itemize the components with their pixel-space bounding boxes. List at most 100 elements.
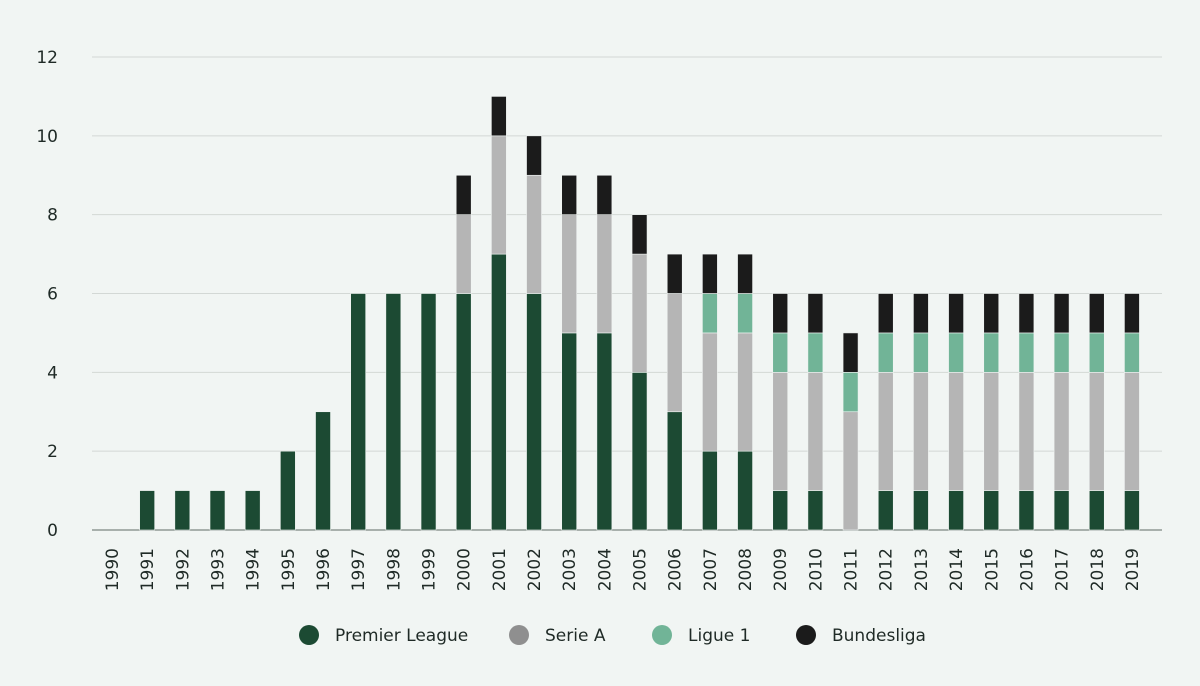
bar-segment-serie-a (491, 135, 507, 255)
bar-segment-premier-league (913, 490, 929, 531)
x-tick-label: 2000 (455, 548, 475, 591)
bar-segment-premier-league (1018, 490, 1035, 531)
bar-segment-premier-league (702, 450, 718, 531)
bar-segment-serie-a (1088, 372, 1105, 491)
bar-segment-bundesliga (737, 253, 753, 294)
bar-segment-premier-league (244, 490, 261, 531)
x-axis: 1990 1991 1992 1993 1994 1995 1996 1997 1998 1999… (103, 548, 1143, 591)
bar-segment-serie-a (913, 372, 929, 491)
x-tick-label: 2011 (842, 548, 862, 591)
bar-segment-serie-a (631, 253, 648, 373)
x-tick-label: 2005 (631, 548, 651, 591)
legend-marker (652, 625, 672, 645)
x-tick-label: 2010 (806, 548, 826, 591)
x-tick-label: 2007 (701, 548, 721, 591)
x-tick-label: 1995 (279, 548, 299, 591)
x-tick-label: 2012 (877, 548, 897, 591)
x-tick-label: 2013 (912, 548, 932, 591)
legend-marker (299, 625, 319, 645)
grid-lines (92, 56, 1162, 531)
bar-segment-premier-league (420, 293, 437, 531)
bar-segment-ligue-1 (1124, 332, 1140, 373)
bar-segment-ligue-1 (842, 372, 859, 413)
bar-segment-bundesliga (561, 174, 578, 215)
legend-marker (796, 625, 816, 645)
bar-segment-premier-league (561, 332, 578, 531)
y-tick-label: 0 (47, 521, 58, 541)
bar-segment-serie-a (561, 214, 578, 334)
bars (139, 96, 1140, 531)
x-tick-label: 2017 (1053, 548, 1073, 591)
bar-segment-bundesliga (1053, 293, 1070, 334)
bar-segment-serie-a (526, 174, 542, 294)
x-tick-label: 1999 (420, 548, 440, 591)
bar-segment-bundesliga (526, 135, 542, 176)
x-tick-label: 1997 (349, 548, 369, 591)
bar-segment-premier-league (807, 490, 824, 531)
y-tick-label: 6 (47, 285, 58, 305)
x-tick-label: 1992 (173, 548, 193, 591)
bar-segment-serie-a (1124, 372, 1140, 491)
bar-segment-premier-league (526, 293, 542, 531)
bar-segment-premier-league (737, 450, 753, 531)
bar-segment-premier-league (983, 490, 1000, 531)
bar-segment-ligue-1 (772, 332, 789, 373)
bar-segment-ligue-1 (948, 332, 964, 373)
bar-segment-bundesliga (596, 174, 613, 215)
bar-segment-premier-league (491, 253, 507, 531)
x-tick-label: 2014 (947, 548, 967, 591)
bar-segment-premier-league (1124, 490, 1140, 531)
bar-segment-premier-league (1088, 490, 1105, 531)
legend-label: Serie A (545, 626, 606, 646)
bar-segment-ligue-1 (1018, 332, 1035, 373)
bar-segment-ligue-1 (807, 332, 824, 373)
legend-label: Bundesliga (832, 626, 926, 646)
y-tick-label: 4 (47, 363, 58, 383)
bar-segment-ligue-1 (737, 293, 753, 334)
bar-segment-ligue-1 (1053, 332, 1070, 373)
x-tick-label: 2008 (736, 548, 756, 591)
bar-segment-serie-a (702, 332, 718, 452)
bar-segment-bundesliga (772, 293, 789, 334)
bar-segment-serie-a (948, 372, 964, 491)
bar-segment-bundesliga (631, 214, 648, 255)
y-tick-label: 10 (36, 127, 58, 147)
bar-segment-bundesliga (702, 253, 718, 294)
bar-segment-serie-a (772, 372, 789, 491)
bar-segment-serie-a (1053, 372, 1070, 491)
bar-segment-serie-a (842, 411, 859, 531)
bar-segment-bundesliga (491, 96, 507, 137)
bar-segment-premier-league (596, 332, 613, 531)
legend-label: Ligue 1 (688, 626, 750, 646)
x-tick-label: 2019 (1123, 548, 1143, 591)
x-tick-label: 2018 (1088, 548, 1108, 591)
x-tick-label: 2001 (490, 548, 510, 591)
bar-segment-serie-a (1018, 372, 1035, 491)
bar-segment-premier-league (877, 490, 894, 531)
bar-segment-premier-league (666, 411, 683, 531)
bar-segment-bundesliga (666, 253, 683, 294)
bar-segment-premier-league (139, 490, 155, 531)
bar-segment-ligue-1 (877, 332, 894, 373)
bar-segment-premier-league (948, 490, 964, 531)
bar-segment-premier-league (631, 372, 648, 531)
bar-segment-bundesliga (842, 332, 859, 373)
bar-segment-serie-a (807, 372, 824, 491)
x-tick-label: 1996 (314, 548, 334, 591)
legend-label: Premier League (335, 626, 468, 646)
bar-segment-serie-a (666, 293, 683, 413)
bar-segment-premier-league (209, 490, 226, 531)
bar-segment-premier-league (1053, 490, 1070, 531)
bar-segment-premier-league (385, 293, 402, 531)
bar-segment-serie-a (983, 372, 1000, 491)
bar-segment-serie-a (596, 214, 613, 334)
y-tick-label: 12 (36, 48, 58, 68)
y-tick-label: 8 (47, 206, 58, 226)
bar-segment-serie-a (877, 372, 894, 491)
bar-segment-bundesliga (1018, 293, 1035, 334)
y-axis: 0 2 4 6 8 10 12 (36, 48, 58, 541)
x-tick-label: 2002 (525, 548, 545, 591)
bar-segment-bundesliga (455, 174, 472, 215)
